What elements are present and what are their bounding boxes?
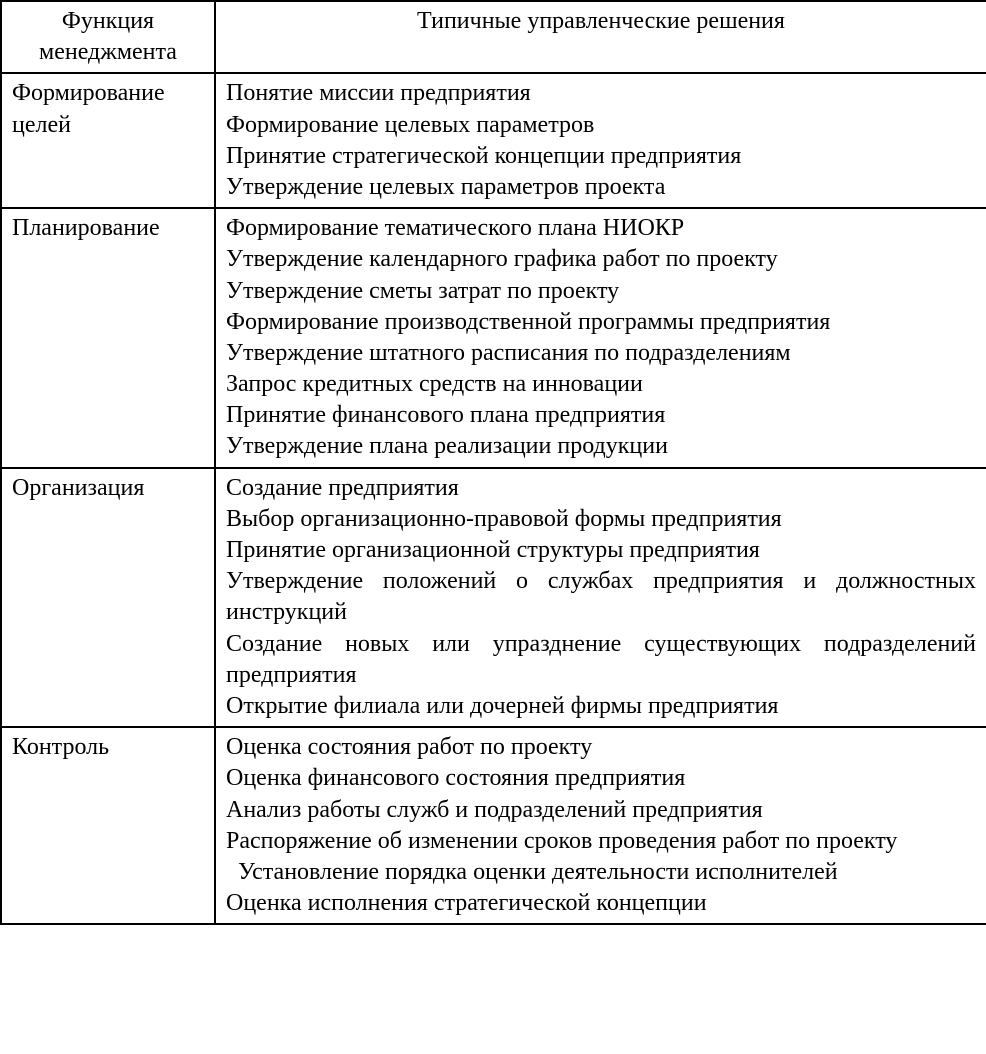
cell-function: Организация	[1, 468, 215, 728]
decision-line: Утверждение сметы затрат по проекту	[226, 276, 976, 307]
cell-decisions: Понятие миссии предприятияФормирование ц…	[215, 73, 986, 208]
table-header-row: Функция менеджмента Типичные управленчес…	[1, 1, 986, 73]
decision-line: Создание новых или упразднение существую…	[226, 629, 976, 691]
decision-line: Установление порядка оценки деятельности…	[226, 857, 976, 888]
decision-line: Принятие стратегической концепции предпр…	[226, 141, 976, 172]
cell-function: Формирование целей	[1, 73, 215, 208]
management-functions-table: Функция менеджмента Типичные управленчес…	[0, 0, 986, 925]
cell-decisions: Формирование тематического плана НИОКРУт…	[215, 208, 986, 468]
decision-line: Создание предприятия	[226, 473, 976, 504]
decision-line: Запрос кредитных средств на инновации	[226, 369, 976, 400]
decision-line: Принятие организационной структуры предп…	[226, 535, 976, 566]
decision-line: Формирование целевых параметров	[226, 110, 976, 141]
decision-line: Утверждение плана реализации продукции	[226, 431, 976, 462]
decision-line: Понятие миссии предприятия	[226, 78, 976, 109]
table-row: КонтрольОценка состояния работ по проект…	[1, 727, 986, 924]
cell-decisions: Оценка состояния работ по проектуОценка …	[215, 727, 986, 924]
table-row: ПланированиеФормирование тематического п…	[1, 208, 986, 468]
decision-line: Оценка состояния работ по проекту	[226, 732, 976, 763]
cell-decisions: Создание предприятияВыбор организационно…	[215, 468, 986, 728]
decision-line: Формирование производственной программы …	[226, 307, 976, 338]
col-header-decisions: Типичные управленческие решения	[215, 1, 986, 73]
decision-line: Принятие финансового плана предприятия	[226, 400, 976, 431]
decision-line: Утверждение целевых параметров проекта	[226, 172, 976, 203]
decision-line: Выбор организационно-правовой формы пред…	[226, 504, 976, 535]
cell-function: Контроль	[1, 727, 215, 924]
decision-line: Открытие филиала или дочерней фирмы пред…	[226, 691, 976, 722]
decision-line: Распоряжение об изменении сроков проведе…	[226, 826, 976, 857]
decision-line: Утверждение положений о службах предприя…	[226, 566, 976, 628]
decision-line: Формирование тематического плана НИОКР	[226, 213, 976, 244]
decision-line: Оценка финансового состояния предприятия	[226, 763, 976, 794]
decision-line: Оценка исполнения стратегической концепц…	[226, 888, 976, 919]
col-header-function: Функция менеджмента	[1, 1, 215, 73]
decision-line: Утверждение штатного расписания по подра…	[226, 338, 976, 369]
cell-function: Планирование	[1, 208, 215, 468]
table-row: Формирование целейПонятие миссии предпри…	[1, 73, 986, 208]
decision-line: Утверждение календарного графика работ п…	[226, 244, 976, 275]
decision-line: Анализ работы служб и подразделений пред…	[226, 795, 976, 826]
table-body: Формирование целейПонятие миссии предпри…	[1, 73, 986, 924]
table-row: ОрганизацияСоздание предприятияВыбор орг…	[1, 468, 986, 728]
